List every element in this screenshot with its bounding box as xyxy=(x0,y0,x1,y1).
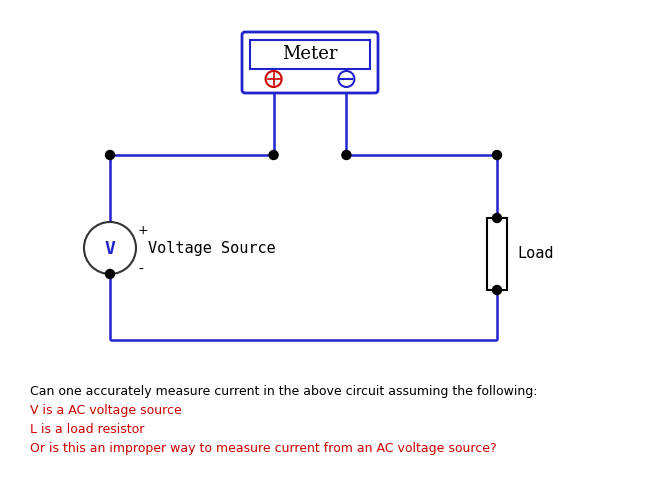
Circle shape xyxy=(269,150,278,159)
FancyBboxPatch shape xyxy=(242,32,378,93)
Circle shape xyxy=(265,71,282,87)
Bar xyxy=(487,218,507,290)
Circle shape xyxy=(106,150,115,159)
Text: Load: Load xyxy=(517,247,554,261)
Circle shape xyxy=(492,150,501,159)
Bar xyxy=(250,40,370,69)
Text: L is a load resistor: L is a load resistor xyxy=(30,423,144,436)
Text: Can one accurately measure current in the above circuit assuming the following:: Can one accurately measure current in th… xyxy=(30,385,537,398)
Circle shape xyxy=(84,222,136,274)
Text: Meter: Meter xyxy=(282,46,338,63)
Text: Or is this an improper way to measure current from an AC voltage source?: Or is this an improper way to measure cu… xyxy=(30,442,497,455)
Circle shape xyxy=(492,286,501,295)
Text: Voltage Source: Voltage Source xyxy=(148,241,276,255)
Circle shape xyxy=(342,150,351,159)
Text: V: V xyxy=(104,240,115,258)
Circle shape xyxy=(338,71,355,87)
Circle shape xyxy=(106,269,115,279)
Text: V is a AC voltage source: V is a AC voltage source xyxy=(30,404,182,417)
Text: +: + xyxy=(138,224,149,237)
Circle shape xyxy=(492,213,501,222)
Text: -: - xyxy=(138,263,143,277)
